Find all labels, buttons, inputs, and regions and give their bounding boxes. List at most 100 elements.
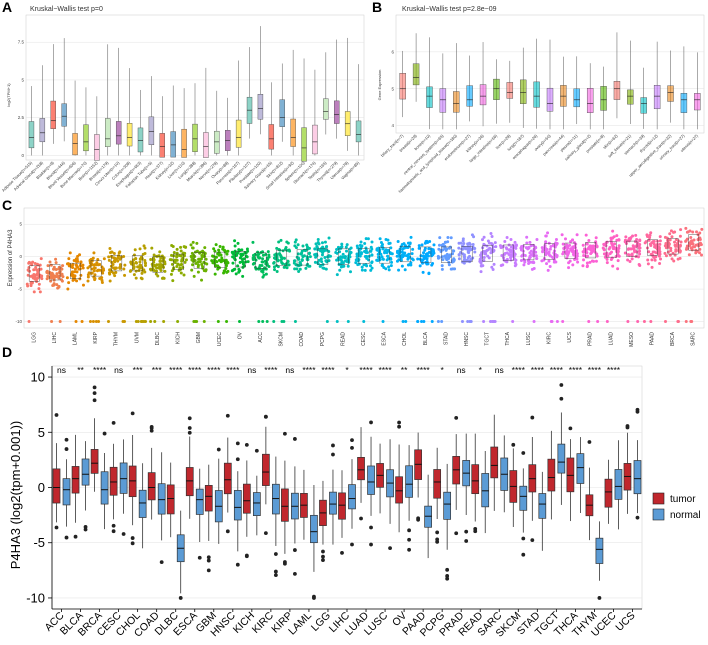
panel-d-significance-label: **** xyxy=(226,365,240,375)
panel-d-significance-label: **** xyxy=(359,365,373,375)
panel-c-point xyxy=(100,276,104,280)
panel-d-significance-label: **** xyxy=(588,365,602,375)
panel-c-point xyxy=(501,263,505,267)
panel-c-point xyxy=(132,273,136,277)
panel-c-point xyxy=(141,252,145,256)
panel-c-point xyxy=(139,276,143,280)
panel-c-xtick-label: LIHC xyxy=(52,332,58,344)
panel-c-point xyxy=(46,271,50,275)
panel-c-point xyxy=(191,263,195,267)
panel-c-point xyxy=(399,258,403,262)
panel-c-point xyxy=(359,245,363,249)
panel-c-point xyxy=(387,242,391,246)
panel-c-point xyxy=(544,253,548,257)
panel-c-point xyxy=(308,264,312,268)
panel-d-xtick-label: UCS xyxy=(613,610,637,634)
panel-c-point xyxy=(211,254,215,258)
panel-a-box xyxy=(148,116,155,146)
panel-c-point xyxy=(140,266,144,270)
panel-c-point xyxy=(267,255,271,259)
panel-c-point xyxy=(73,274,77,278)
panel-c-point xyxy=(368,264,372,268)
panel-c-box xyxy=(585,242,597,259)
panel-c-point xyxy=(237,248,241,252)
panel-c-point xyxy=(251,240,255,244)
panel-c-point xyxy=(27,266,31,270)
panel-c-point xyxy=(390,252,394,256)
panel-c-point xyxy=(450,260,454,264)
panel-d-tumor-box xyxy=(547,458,556,492)
panel-c-point xyxy=(112,252,116,256)
panel-a-box xyxy=(268,124,275,150)
panel-d-normal-box xyxy=(576,453,585,484)
panel-c-point xyxy=(284,246,288,250)
panel-c-point xyxy=(629,247,633,251)
panel-c-point xyxy=(385,258,389,262)
panel-c-point xyxy=(400,243,404,247)
panel-c-point xyxy=(315,245,319,249)
panel-c-box xyxy=(214,251,226,268)
panel-c-point xyxy=(489,320,493,324)
panel-c-point xyxy=(402,253,406,257)
panel-c-point xyxy=(179,271,183,275)
panel-letter-c: C xyxy=(2,197,12,213)
panel-c-point xyxy=(192,320,196,324)
panel-c-point xyxy=(240,257,244,261)
panel-c-point xyxy=(213,264,217,268)
panel-c-point xyxy=(34,278,38,282)
panel-c-point xyxy=(233,267,237,271)
panel-c-point xyxy=(157,266,161,270)
panel-d-tumor-box xyxy=(357,457,365,481)
panel-c-point xyxy=(240,248,244,252)
panel-c-point xyxy=(457,241,461,245)
panel-c-point xyxy=(348,270,352,274)
panel-c-point xyxy=(296,243,300,247)
panel-c-point xyxy=(162,320,166,324)
panel-c-box xyxy=(49,264,61,281)
panel-c-point xyxy=(38,290,42,294)
panel-c-point xyxy=(594,259,598,263)
panel-c-point xyxy=(338,250,342,254)
panel-c-point xyxy=(532,261,536,265)
panel-c-point xyxy=(479,270,483,274)
panel-c-point xyxy=(365,264,369,268)
panel-c-point xyxy=(170,244,174,248)
panel-d-tumor-outlier xyxy=(283,431,287,436)
panel-c-point xyxy=(466,248,470,252)
panel-c-point xyxy=(156,254,160,258)
panel-c-point xyxy=(280,320,284,324)
panel-c-point xyxy=(365,254,369,258)
panel-c-point xyxy=(335,320,339,324)
panel-c-point xyxy=(360,268,364,272)
panel-d-significance-label: **** xyxy=(607,365,621,375)
panel-c-point xyxy=(154,272,158,276)
panel-c-point xyxy=(52,267,56,271)
panel-c-point xyxy=(482,235,486,239)
panel-c-group-ucec xyxy=(210,243,230,324)
panel-c-point xyxy=(654,255,658,259)
panel-d-normal-outlier xyxy=(64,535,69,540)
panel-c-point xyxy=(440,320,444,324)
panel-c-point xyxy=(133,248,137,252)
panel-c-point xyxy=(342,264,346,268)
panel-c-point xyxy=(149,268,153,272)
panel-c-point xyxy=(295,267,299,271)
panel-d-normal-outlier xyxy=(235,457,240,462)
panel-c-point xyxy=(225,252,229,256)
panel-c-point xyxy=(193,250,197,254)
panel-c-point xyxy=(520,245,524,249)
panel-c-point xyxy=(107,255,111,259)
panel-c-point xyxy=(596,320,600,324)
panel-c-point xyxy=(636,320,640,324)
panel-c-point xyxy=(634,233,638,237)
panel-c-point xyxy=(692,238,696,242)
panel-c-point xyxy=(381,320,385,324)
panel-c-point xyxy=(561,242,565,246)
panel-c-point xyxy=(614,246,618,250)
panel-c-plot-area xyxy=(23,207,705,329)
panel-c-point xyxy=(175,254,179,258)
panel-c-point xyxy=(491,243,495,247)
panel-c-point xyxy=(378,258,382,262)
panel-c-point xyxy=(143,270,147,274)
panel-c-point xyxy=(231,261,235,265)
